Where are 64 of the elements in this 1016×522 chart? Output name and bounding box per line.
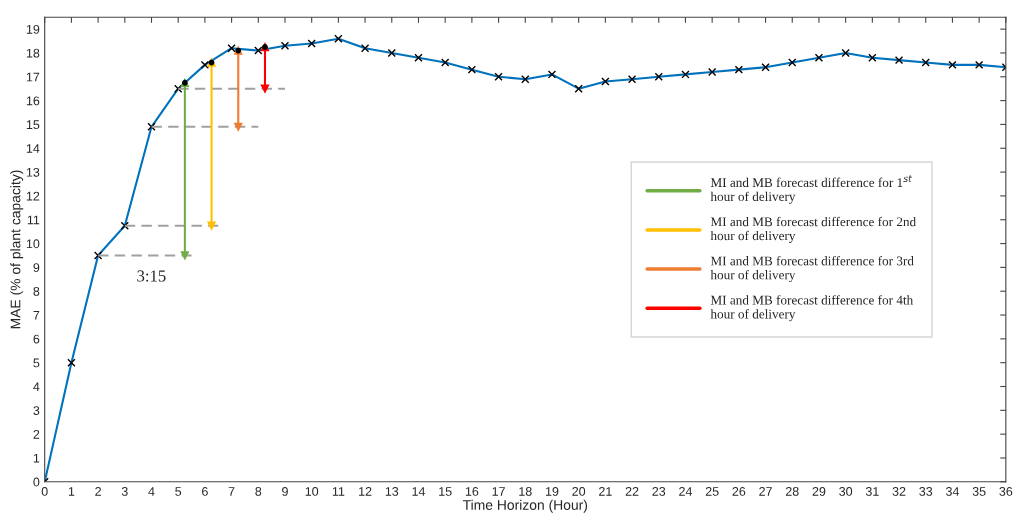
x-tick-label: 21 bbox=[599, 487, 612, 496]
x-tick-label: 13 bbox=[385, 487, 399, 496]
x-tick-label: 4 bbox=[148, 487, 155, 496]
x-tick-label: 11 bbox=[332, 487, 345, 496]
y-tick-label: 9 bbox=[33, 263, 40, 273]
x-tick-label: 36 bbox=[999, 487, 1013, 496]
x-tick-label: 30 bbox=[839, 487, 853, 496]
x-tick-label: 17 bbox=[492, 487, 505, 496]
y-tick-label: 4 bbox=[33, 382, 40, 392]
y-tick-label: 3 bbox=[33, 406, 40, 415]
y-tick-label: 12 bbox=[26, 191, 40, 201]
x-tick-label: 5 bbox=[175, 487, 182, 496]
y-axis-title: MAE (% of plant capacity) bbox=[10, 170, 24, 329]
x-tick-label: 27 bbox=[759, 487, 772, 496]
y-tick-label: 7 bbox=[33, 310, 40, 320]
x-tick-label: 1 bbox=[68, 487, 75, 496]
x-tick-label: 3 bbox=[121, 487, 128, 496]
y-tick-label: 18 bbox=[26, 48, 40, 58]
x-tick-label: 14 bbox=[412, 487, 426, 496]
legend-label: MI and MB forecast difference for 4th hour of delivery bbox=[710, 295, 914, 322]
y-tick-label: 15 bbox=[26, 120, 40, 130]
x-tick-label: 20 bbox=[572, 487, 586, 496]
legend-label: MI and MB forecast difference for 3rd hour of delivery bbox=[710, 255, 914, 283]
y-tick-label: 2 bbox=[33, 429, 40, 439]
x-tick-label: 2 bbox=[95, 487, 101, 496]
legend-label: MI and MB forecast difference for 2nd hour of delivery bbox=[710, 216, 916, 243]
y-tick-label: 1 bbox=[33, 453, 40, 463]
x-tick-label: 7 bbox=[228, 487, 235, 496]
x-tick-label: 16 bbox=[465, 487, 479, 496]
x-tick-label: 26 bbox=[732, 487, 746, 496]
x-tick-label: 0 bbox=[41, 487, 48, 496]
x-tick-label: 10 bbox=[305, 487, 319, 496]
x-tick-label: 29 bbox=[812, 487, 826, 496]
y-tick-label: 19 bbox=[26, 24, 40, 34]
x-tick-label: 9 bbox=[282, 487, 288, 496]
x-tick-label: 28 bbox=[785, 487, 799, 496]
y-tick-label: 14 bbox=[26, 144, 40, 153]
x-tick-label: 18 bbox=[519, 487, 532, 496]
x-tick-label: 34 bbox=[945, 487, 960, 496]
x-tick-label: 32 bbox=[892, 487, 906, 496]
x-tick-label: 8 bbox=[255, 487, 262, 496]
y-tick-label: 16 bbox=[26, 96, 40, 106]
x-tick-label: 22 bbox=[625, 487, 639, 496]
x-tick-label: 12 bbox=[359, 487, 372, 496]
x-tick-label: 23 bbox=[652, 487, 666, 496]
y-tick-label: 10 bbox=[26, 239, 40, 249]
y-tick-label: 8 bbox=[33, 287, 40, 296]
y-tick-label: 13 bbox=[26, 167, 40, 177]
x-tick-label: 19 bbox=[545, 487, 559, 496]
y-tick-label: 11 bbox=[27, 215, 40, 225]
x-tick-label: 33 bbox=[919, 487, 933, 496]
x-tick-label: 25 bbox=[705, 487, 719, 496]
text: MI and MB forecast difference for 1$^{st}$ hour of delivery bbox=[710, 175, 913, 204]
y-tick-label: 5 bbox=[33, 358, 40, 368]
x-tick-label: 15 bbox=[439, 487, 452, 496]
x-tick-label: 6 bbox=[202, 487, 208, 496]
annotation: 3:15 bbox=[137, 270, 166, 282]
x-axis-title: Time Horizon (Hour) bbox=[462, 499, 588, 513]
x-tick-label: 31 bbox=[865, 487, 879, 496]
x-tick-label: 24 bbox=[679, 487, 693, 496]
x-tick-label: 35 bbox=[972, 487, 986, 496]
y-tick-label: 6 bbox=[33, 334, 40, 344]
y-tick-label: 0 bbox=[33, 477, 40, 487]
y-tick-label: 17 bbox=[26, 72, 40, 82]
